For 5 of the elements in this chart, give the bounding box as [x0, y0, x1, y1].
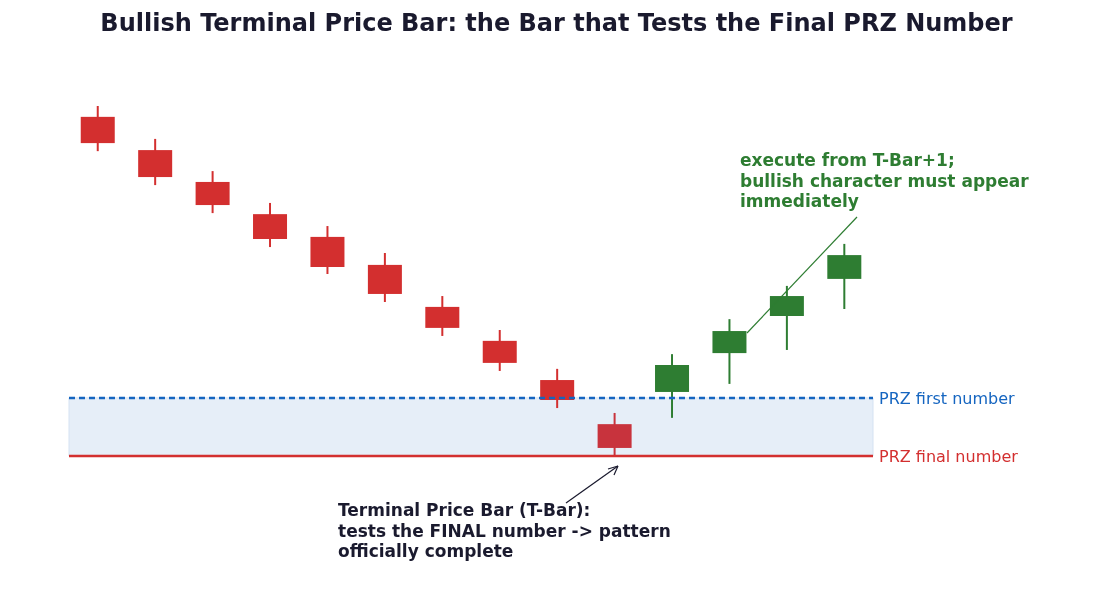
text: Terminal Price Bar (T-Bar): tests the FINAL number -> pattern officially complete: [338, 500, 671, 562]
ref-line-label: PRZ first number: [879, 388, 1016, 408]
chart-title: Bullish Terminal Price Bar: the Bar that Tests the Final PRZ Number: [99, 8, 1014, 39]
annotation: execute from T-Bar+1; bullish character must appear immediately: [740, 150, 1029, 212]
ref-line-label: PRZ final number: [879, 446, 1019, 466]
